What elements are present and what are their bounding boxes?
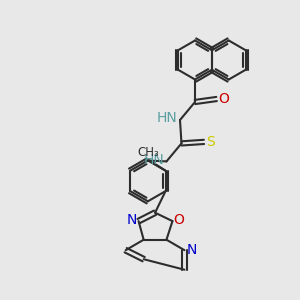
Text: HN: HN xyxy=(157,112,178,125)
Text: O: O xyxy=(174,213,184,226)
Text: O: O xyxy=(218,92,229,106)
Text: S: S xyxy=(206,135,215,149)
Text: N: N xyxy=(187,243,197,257)
Text: N: N xyxy=(127,213,137,226)
Text: HN: HN xyxy=(143,153,164,167)
Text: CH₃: CH₃ xyxy=(138,146,159,159)
